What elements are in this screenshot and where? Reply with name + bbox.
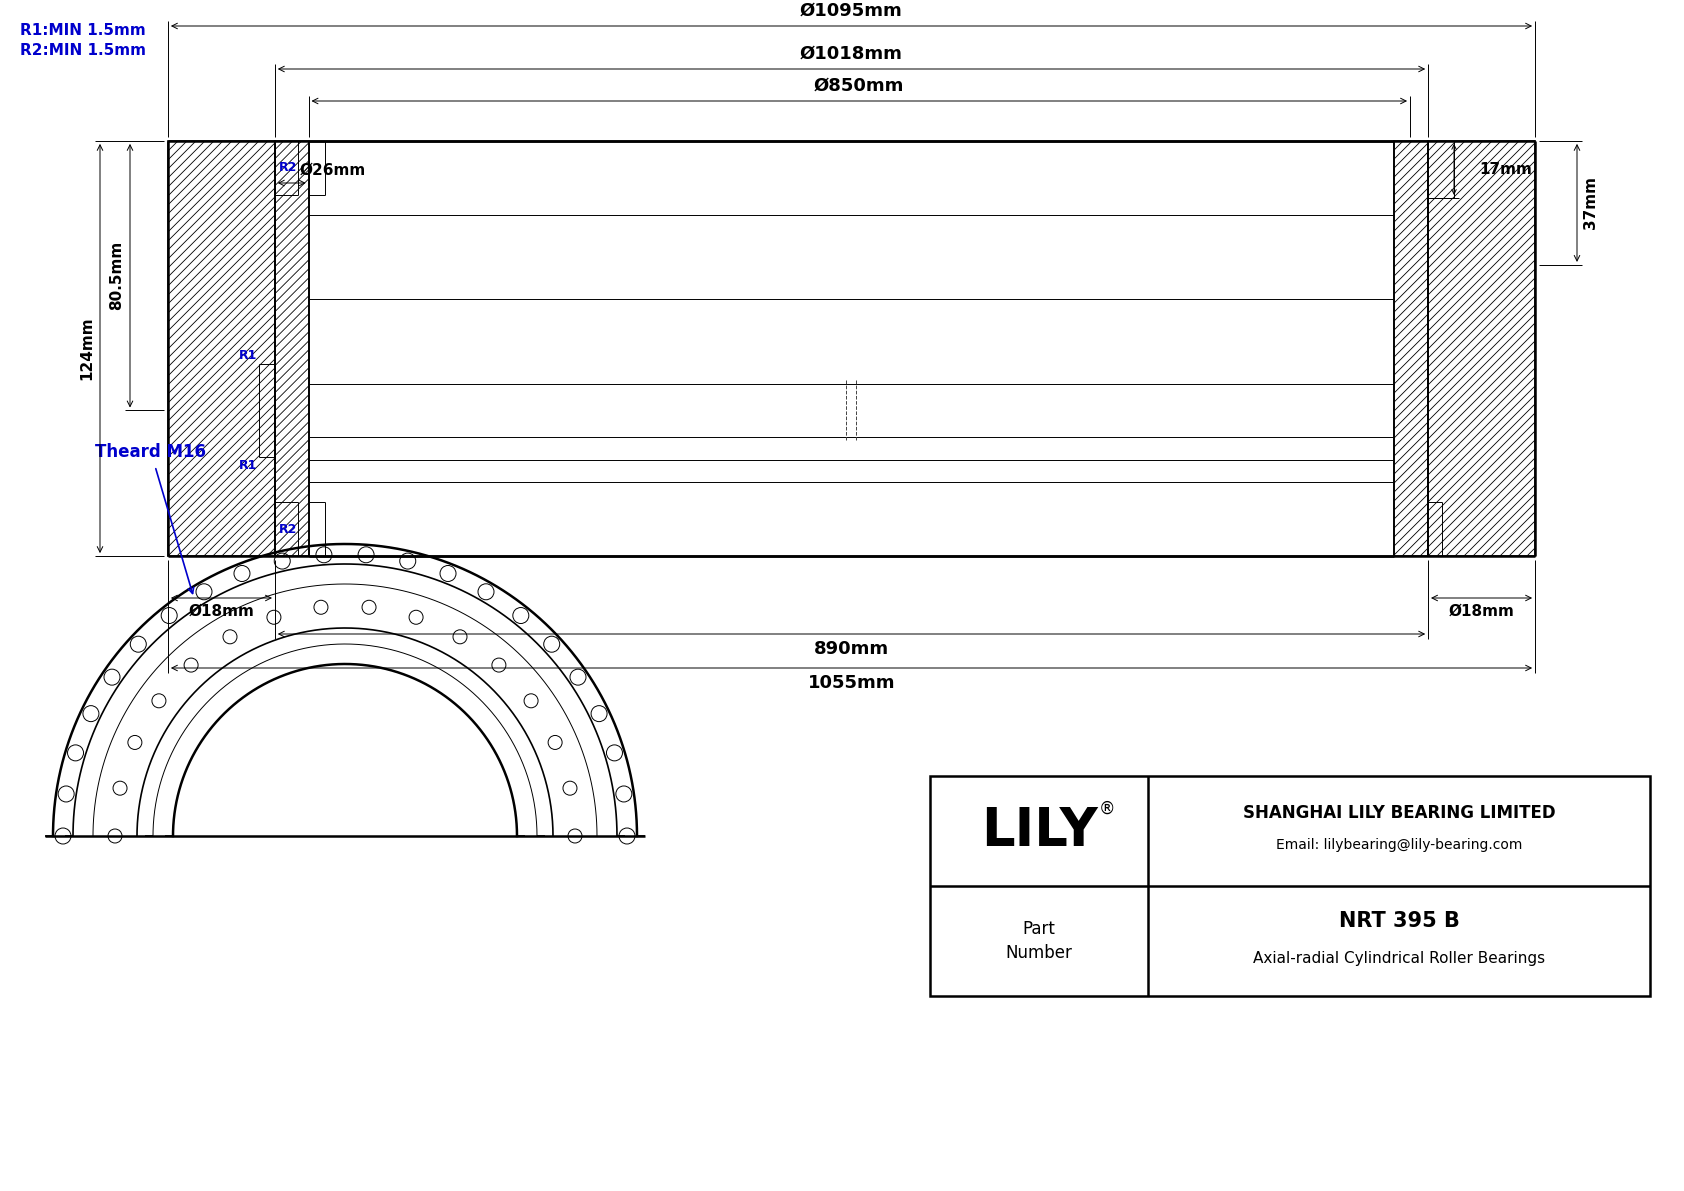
Text: 890mm: 890mm: [813, 640, 889, 657]
Text: ®: ®: [1098, 800, 1115, 818]
Text: R1:MIN 1.5mm: R1:MIN 1.5mm: [20, 23, 147, 38]
Text: LILY: LILY: [980, 805, 1098, 858]
Text: 124mm: 124mm: [79, 317, 94, 380]
Text: 17mm: 17mm: [1479, 162, 1532, 177]
Text: SHANGHAI LILY BEARING LIMITED: SHANGHAI LILY BEARING LIMITED: [1243, 804, 1556, 822]
Text: Part
Number: Part Number: [1005, 919, 1073, 962]
Text: R2: R2: [280, 161, 298, 174]
Text: 37mm: 37mm: [1583, 176, 1598, 230]
Text: Ø1095mm: Ø1095mm: [800, 2, 903, 20]
Text: Ø26mm: Ø26mm: [300, 163, 365, 177]
Text: NRT 395 B: NRT 395 B: [1339, 911, 1460, 931]
Text: Ø18mm: Ø18mm: [189, 604, 254, 619]
Text: R2:MIN 1.5mm: R2:MIN 1.5mm: [20, 43, 147, 58]
Text: Theard M16: Theard M16: [94, 443, 205, 461]
Text: R1: R1: [239, 349, 258, 362]
Text: R1: R1: [239, 460, 258, 473]
Text: 1055mm: 1055mm: [808, 674, 896, 692]
Text: Ø18mm: Ø18mm: [1448, 604, 1514, 619]
Text: 80.5mm: 80.5mm: [109, 241, 125, 311]
Text: Ø850mm: Ø850mm: [813, 77, 904, 95]
Bar: [930, 777, 1650, 996]
Text: Axial-radial Cylindrical Roller Bearings: Axial-radial Cylindrical Roller Bearings: [1253, 952, 1544, 967]
Text: Ø1018mm: Ø1018mm: [800, 45, 903, 63]
Text: Email: lilybearing@lily-bearing.com: Email: lilybearing@lily-bearing.com: [1276, 838, 1522, 852]
Text: R2: R2: [280, 523, 298, 536]
